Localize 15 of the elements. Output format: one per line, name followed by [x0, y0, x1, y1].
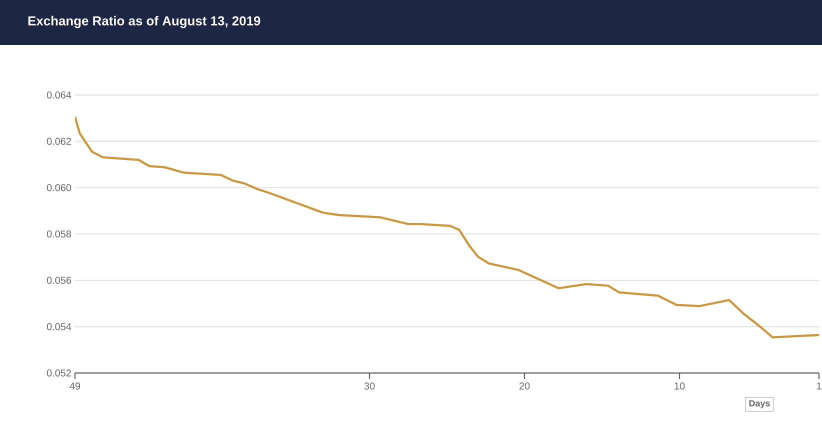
y-tick-label: 0.060 [46, 184, 72, 192]
y-tick-label: 0.054 [46, 323, 72, 330]
x-tick-label: 30 [364, 382, 375, 390]
line-series [74, 116, 819, 338]
chart-title: Exchange Ratio as of August 13, 2019 [28, 16, 260, 28]
y-tick-label: 0.052 [46, 369, 71, 377]
y-tick-label: 0.064 [46, 91, 72, 99]
y-tick-label: 0.062 [46, 138, 71, 145]
x-tick-label: 10 [674, 382, 685, 390]
x-axis-title: Days [749, 400, 770, 408]
y-tick-label: 0.056 [46, 276, 72, 284]
y-tick-label: 0.058 [46, 230, 72, 238]
x-tick-label: 49 [70, 382, 80, 390]
x-tick-label: 20 [519, 382, 530, 390]
x-tick-label: 1 [816, 382, 822, 390]
